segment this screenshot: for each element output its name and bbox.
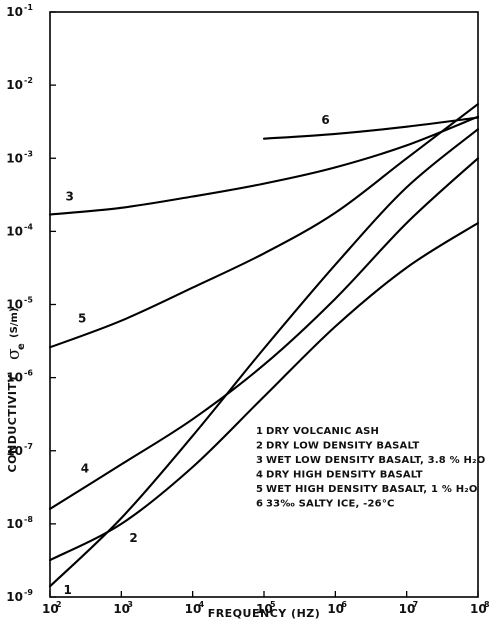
series-line-5 [48, 103, 480, 349]
x-tick-label: 10 [185, 602, 202, 616]
y-tick-exponent: -9 [24, 588, 33, 597]
legend-entry-1: DRY VOLCANIC ASH [266, 426, 379, 437]
y-tick-exponent: -5 [24, 296, 33, 305]
legend-entry-5: WET HIGH DENSITY BASALT, 1 % H₂O [266, 484, 478, 495]
y-tick-label: 10 [6, 78, 23, 92]
y-tick-label: 10 [6, 151, 23, 165]
y-axis-symbol-subscript: e [16, 343, 27, 350]
x-axis-label: FREQUENCY (HZ) [208, 607, 321, 620]
y-axis-unit: (S/m) [9, 308, 20, 338]
series-curves [48, 103, 480, 588]
x-tick-exponent: 3 [127, 600, 133, 609]
x-tick-label: 10 [42, 602, 59, 616]
x-tick-exponent: 7 [413, 600, 419, 609]
x-tick-exponent: 8 [484, 600, 490, 609]
series-label-5: 5 [78, 312, 86, 326]
legend-entry-3: WET LOW DENSITY BASALT, 3.8 % H₂O [266, 455, 485, 466]
legend-number-4: 4 [256, 470, 263, 481]
plot-frame [49, 11, 479, 598]
x-tick-exponent: 6 [341, 600, 347, 609]
legend-number-2: 2 [256, 441, 263, 452]
y-tick-label: 10 [6, 444, 23, 458]
y-tick-exponent: -4 [24, 222, 33, 231]
y-tick-exponent: -8 [24, 515, 33, 524]
series-number-labels: 1 2 3 4 5 6 [63, 113, 329, 597]
legend-entry-4: DRY HIGH DENSITY BASALT [266, 470, 423, 481]
legend-number-5: 5 [256, 484, 263, 495]
y-tick-exponent: -2 [24, 76, 33, 85]
series-line-4 [48, 157, 480, 510]
series-label-6: 6 [321, 113, 329, 127]
x-tick-label: 10 [399, 602, 416, 616]
x-tick-exponent: 5 [270, 600, 276, 609]
series-label-3: 3 [65, 190, 73, 204]
x-tick-label: 10 [256, 602, 273, 616]
x-tick-exponent: 2 [56, 600, 62, 609]
y-tick-label: 10 [6, 517, 23, 531]
x-axis-ticks: 102 103 104 105 106 107 108 [42, 591, 490, 616]
x-tick-label: 10 [327, 602, 344, 616]
y-axis-symbol: σ [4, 348, 24, 360]
y-tick-exponent: -3 [24, 149, 33, 158]
y-tick-label: 10 [6, 298, 23, 312]
series-line-3 [48, 115, 480, 216]
y-tick-exponent: -6 [24, 369, 33, 378]
y-tick-exponent: -7 [24, 442, 33, 451]
x-tick-exponent: 4 [199, 600, 205, 609]
legend-number-3: 3 [256, 455, 263, 466]
y-tick-label: 10 [6, 224, 23, 238]
legend-number-6: 6 [256, 499, 263, 510]
y-tick-label: 10 [6, 371, 23, 385]
series-line-1 [48, 128, 480, 588]
series-label-1: 1 [63, 583, 71, 597]
legend-entry-6: 33‰ SALTY ICE, -26°C [266, 499, 395, 510]
x-tick-label: 10 [113, 602, 130, 616]
series-line-2 [48, 221, 480, 562]
series-line-6 [262, 116, 480, 140]
legend-number-1: 1 [256, 426, 263, 437]
series-label-4: 4 [81, 462, 89, 476]
y-tick-exponent: -1 [24, 3, 33, 12]
y-axis-label: CONDUCTIVITY [6, 373, 19, 472]
y-tick-label: 10 [6, 5, 23, 19]
legend-entry-2: DRY LOW DENSITY BASALT [266, 441, 419, 452]
y-axis-label-group: CONDUCTIVITY σ e (S/m) [4, 308, 27, 473]
x-tick-label: 10 [470, 602, 487, 616]
y-tick-label: 10 [6, 590, 23, 604]
y-axis-ticks: 10-910-810-710-610-510-410-310-210-1 [6, 3, 56, 604]
series-label-2: 2 [129, 531, 137, 545]
